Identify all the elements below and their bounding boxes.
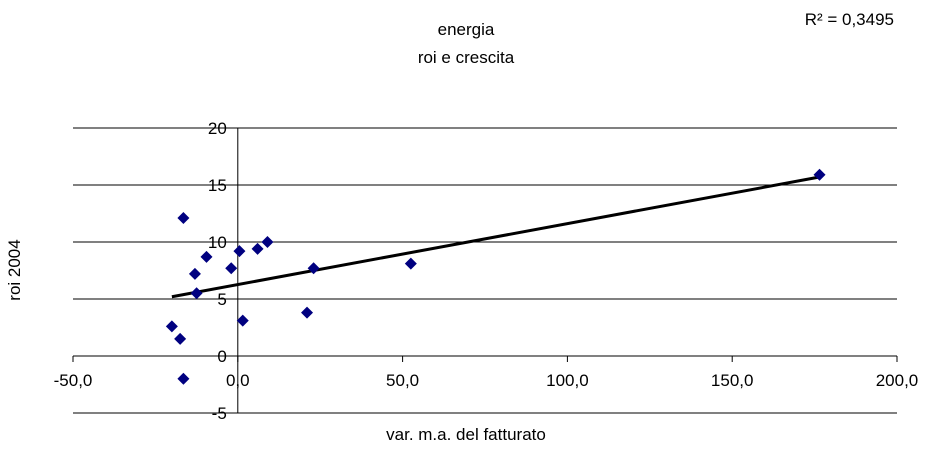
y-tick-label: 0 <box>217 347 226 366</box>
data-point <box>177 212 190 225</box>
trendline <box>171 175 820 299</box>
x-tick-label: -50,0 <box>54 371 93 390</box>
data-point <box>190 287 203 300</box>
data-point <box>177 372 190 385</box>
x-tick-label: 200,0 <box>876 371 919 390</box>
x-axis-label: var. m.a. del fatturato <box>386 425 546 444</box>
x-tick-label: 150,0 <box>711 371 754 390</box>
data-point <box>233 245 246 258</box>
data-point <box>301 306 314 319</box>
axes <box>72 127 898 414</box>
y-tick-label: 20 <box>208 119 227 138</box>
data-point <box>200 250 213 263</box>
data-point <box>251 242 264 255</box>
y-tick-label: 10 <box>208 233 227 252</box>
x-tick-label: 100,0 <box>546 371 589 390</box>
y-axis-label: roi 2004 <box>5 239 24 301</box>
data-point <box>188 267 201 280</box>
x-tick-label: 0,0 <box>226 371 250 390</box>
y-tick-label: 5 <box>217 290 226 309</box>
trendline-path <box>171 175 820 299</box>
data-point <box>307 262 320 275</box>
data-point <box>261 236 274 248</box>
data-point <box>404 257 417 270</box>
r-squared-annotation: R² = 0,3495 <box>804 10 894 29</box>
x-tick-label: 50,0 <box>386 371 419 390</box>
gridlines <box>73 127 897 414</box>
data-point <box>813 168 826 181</box>
data-point <box>165 320 178 333</box>
data-points <box>165 168 826 385</box>
tick-labels: -50,0 0,0 50,0 100,0 150,0 200,0 -5 0 5 10 15 20 <box>54 119 919 423</box>
data-point <box>236 314 249 327</box>
chart-subtitle: roi e crescita <box>417 48 515 67</box>
y-tick-label: 15 <box>208 176 227 195</box>
y-tick-label: -5 <box>212 404 227 423</box>
data-point <box>174 332 187 345</box>
chart-title: energia <box>437 20 495 39</box>
data-point <box>225 262 238 275</box>
